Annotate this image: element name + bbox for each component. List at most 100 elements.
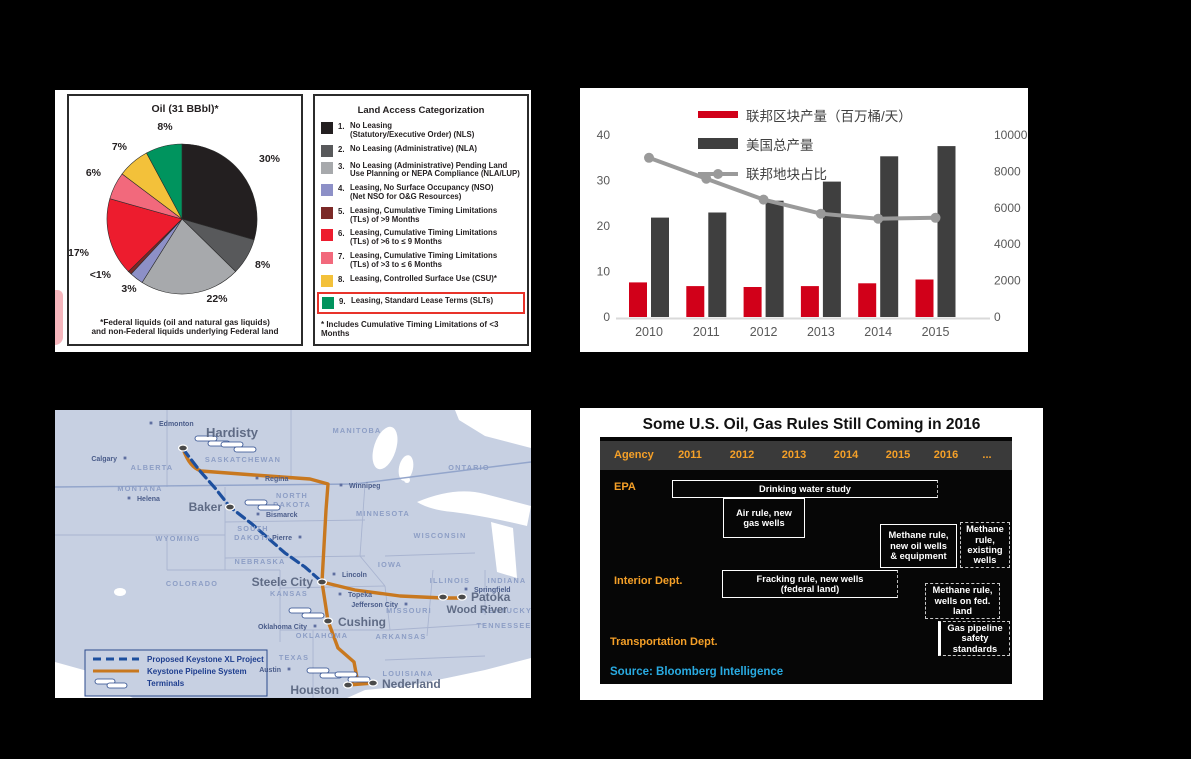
timeline-title: Some U.S. Oil, Gas Rules Still Coming in… [642,416,981,433]
map-region-label: COLORADO [166,579,218,588]
accent-bar [55,712,553,719]
pie-footnote: *Federal liquids (oil and natural gas li… [91,317,279,337]
pipeline-node-dot [224,503,236,511]
x-tick-label: 2012 [750,325,778,339]
legend-item: 6. Leasing, Cumulative Timing Limitations… [321,229,523,247]
total-production-bar [765,200,784,317]
map-city-dot [123,456,127,460]
legend-swatch [321,184,333,197]
map-major-city-label: Nederland [382,677,441,691]
map-city-label: Lincoln [342,572,367,579]
map-city-label: Bismarck [266,512,298,519]
left-axis-tick: 0 [603,310,610,324]
timeline-column-header: Agency [614,449,654,461]
accent-bar [55,72,553,79]
terminal-icon [301,612,325,619]
timeline-header-row: Agency 2011 2012 2013 2014 2015 2016... [600,441,1012,470]
map-region-label: ALBERTA [131,463,174,472]
pie-label: 22% [206,293,228,305]
terminal-icon [306,667,330,674]
federal-production-bar [743,287,762,317]
accent-bar [580,712,1050,719]
legend-swatch [321,274,333,287]
map-city-dot [464,587,468,591]
legend-swatch [321,251,333,264]
timeline-column-header: 2012 [729,449,755,461]
map-region-label: ONTARIO [448,463,490,472]
keystone-pipeline-map: Proposed Keystone XL Project Keystone Pi… [54,410,532,698]
pie-label: 7% [112,141,128,153]
map-city-label: Winnipeg [349,483,380,490]
terminal-icon [257,504,281,511]
proposed-keystone-xl-line [181,447,324,584]
map-city-dot [339,483,343,487]
line-marker [873,213,884,224]
legend-swatch-total [698,138,738,149]
line-marker [930,212,941,223]
federal-production-bar [858,283,877,317]
legend-item: 5. Leasing, Cumulative Timing Limitations… [321,206,523,225]
map-city-label: Regina [265,476,288,483]
right-axis-tick: 4000 [994,237,1021,251]
timeline-column-header: 2015 [885,449,911,461]
map-city-label: Calgary [91,456,117,463]
terminal-icon [220,441,244,448]
timeline-column-header: ... [982,449,992,461]
timeline-column-header: 2016 [933,449,959,461]
federal-production-bar [915,279,934,317]
x-tick-label: 2010 [635,325,663,339]
legend-swatch [321,161,333,174]
x-tick-label: 2011 [693,325,720,339]
map-city-dot [255,476,259,480]
map-legend-label: Proposed Keystone XL Project [147,655,264,664]
map-major-city-label: Hardisty [206,425,259,440]
line-marker [701,173,712,184]
timeline-column-header: 2011 [678,449,702,461]
accent-bar [55,362,553,369]
map-city-dot [149,421,153,425]
terminal-icon [347,676,371,683]
map-region-label: SASKATCHEWAN [205,455,281,464]
pipeline-node-dot [437,593,449,601]
map-city-dot [256,512,260,516]
map-region-label: ARKANSAS [376,632,427,641]
timeline-rule-box: Methane rule, existing wells [960,522,1010,568]
map-city-label: Pierre [272,535,292,542]
x-tick-label: 2015 [922,325,950,339]
map-city-dot [127,496,131,500]
pie-slice [106,198,183,272]
decorative-pink-sliver [55,290,63,345]
legend-swatch [321,122,333,134]
legend-label: 美国总产量 [746,138,814,153]
total-production-bar [937,146,956,317]
production-combo-chart: 2010 2011 2012 2013 2014 2015 0 10 20 30 40 0 2000 40… [597,109,1028,339]
legend-item: 1. No Leasing (Statutory/Executive Order) … [321,121,523,140]
right-axis-tick: 0 [994,310,1001,324]
map-region-label: LOUISIANA [383,669,434,678]
pie-label: 30% [259,153,281,165]
legend-item: 3. No Leasing (Administrative) Pending La… [321,161,523,180]
production-combo-chart-panel: 2010 2011 2012 2013 2014 2015 0 10 20 30 40 0 2000 40… [580,88,1028,352]
accent-bar [580,393,1050,400]
timeline-agency-label: Transportation Dept. [610,636,718,648]
right-axis-tick: 8000 [994,164,1021,178]
timeline-agency-label: Interior Dept. [614,575,683,587]
pie-label: 8% [255,259,271,271]
legend-swatch-federal [698,111,738,118]
terminal-icon [244,499,268,506]
federal-share-line [648,155,936,221]
map-city-dot [287,667,291,671]
federal-production-bar [800,286,819,317]
right-axis-tick: 6000 [994,201,1021,215]
left-axis-tick: 20 [597,219,611,233]
pie-label: 6% [86,167,102,179]
keystone-pipeline-map-panel: Proposed Keystone XL Project Keystone Pi… [54,410,532,698]
pipeline-node-dot [456,593,468,601]
timeline-source: Source: Bloomberg Intelligence [610,666,784,678]
map-city-label: Helena [137,496,160,503]
timeline-rule-box: Drinking water study [672,480,938,498]
pipeline-node-dot [316,578,328,586]
map-major-city-label: Steele City [252,575,314,589]
map-region-label: WYOMING [156,534,201,543]
